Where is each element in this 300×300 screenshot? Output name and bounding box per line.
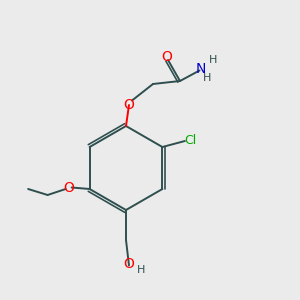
- Text: O: O: [63, 181, 74, 194]
- Text: N: N: [196, 62, 206, 76]
- Text: O: O: [161, 50, 172, 64]
- Text: H: H: [209, 55, 217, 65]
- Text: O: O: [124, 257, 134, 271]
- Text: H: H: [137, 265, 145, 275]
- Text: H: H: [203, 73, 211, 83]
- Text: Cl: Cl: [185, 134, 197, 148]
- Text: O: O: [124, 98, 134, 112]
